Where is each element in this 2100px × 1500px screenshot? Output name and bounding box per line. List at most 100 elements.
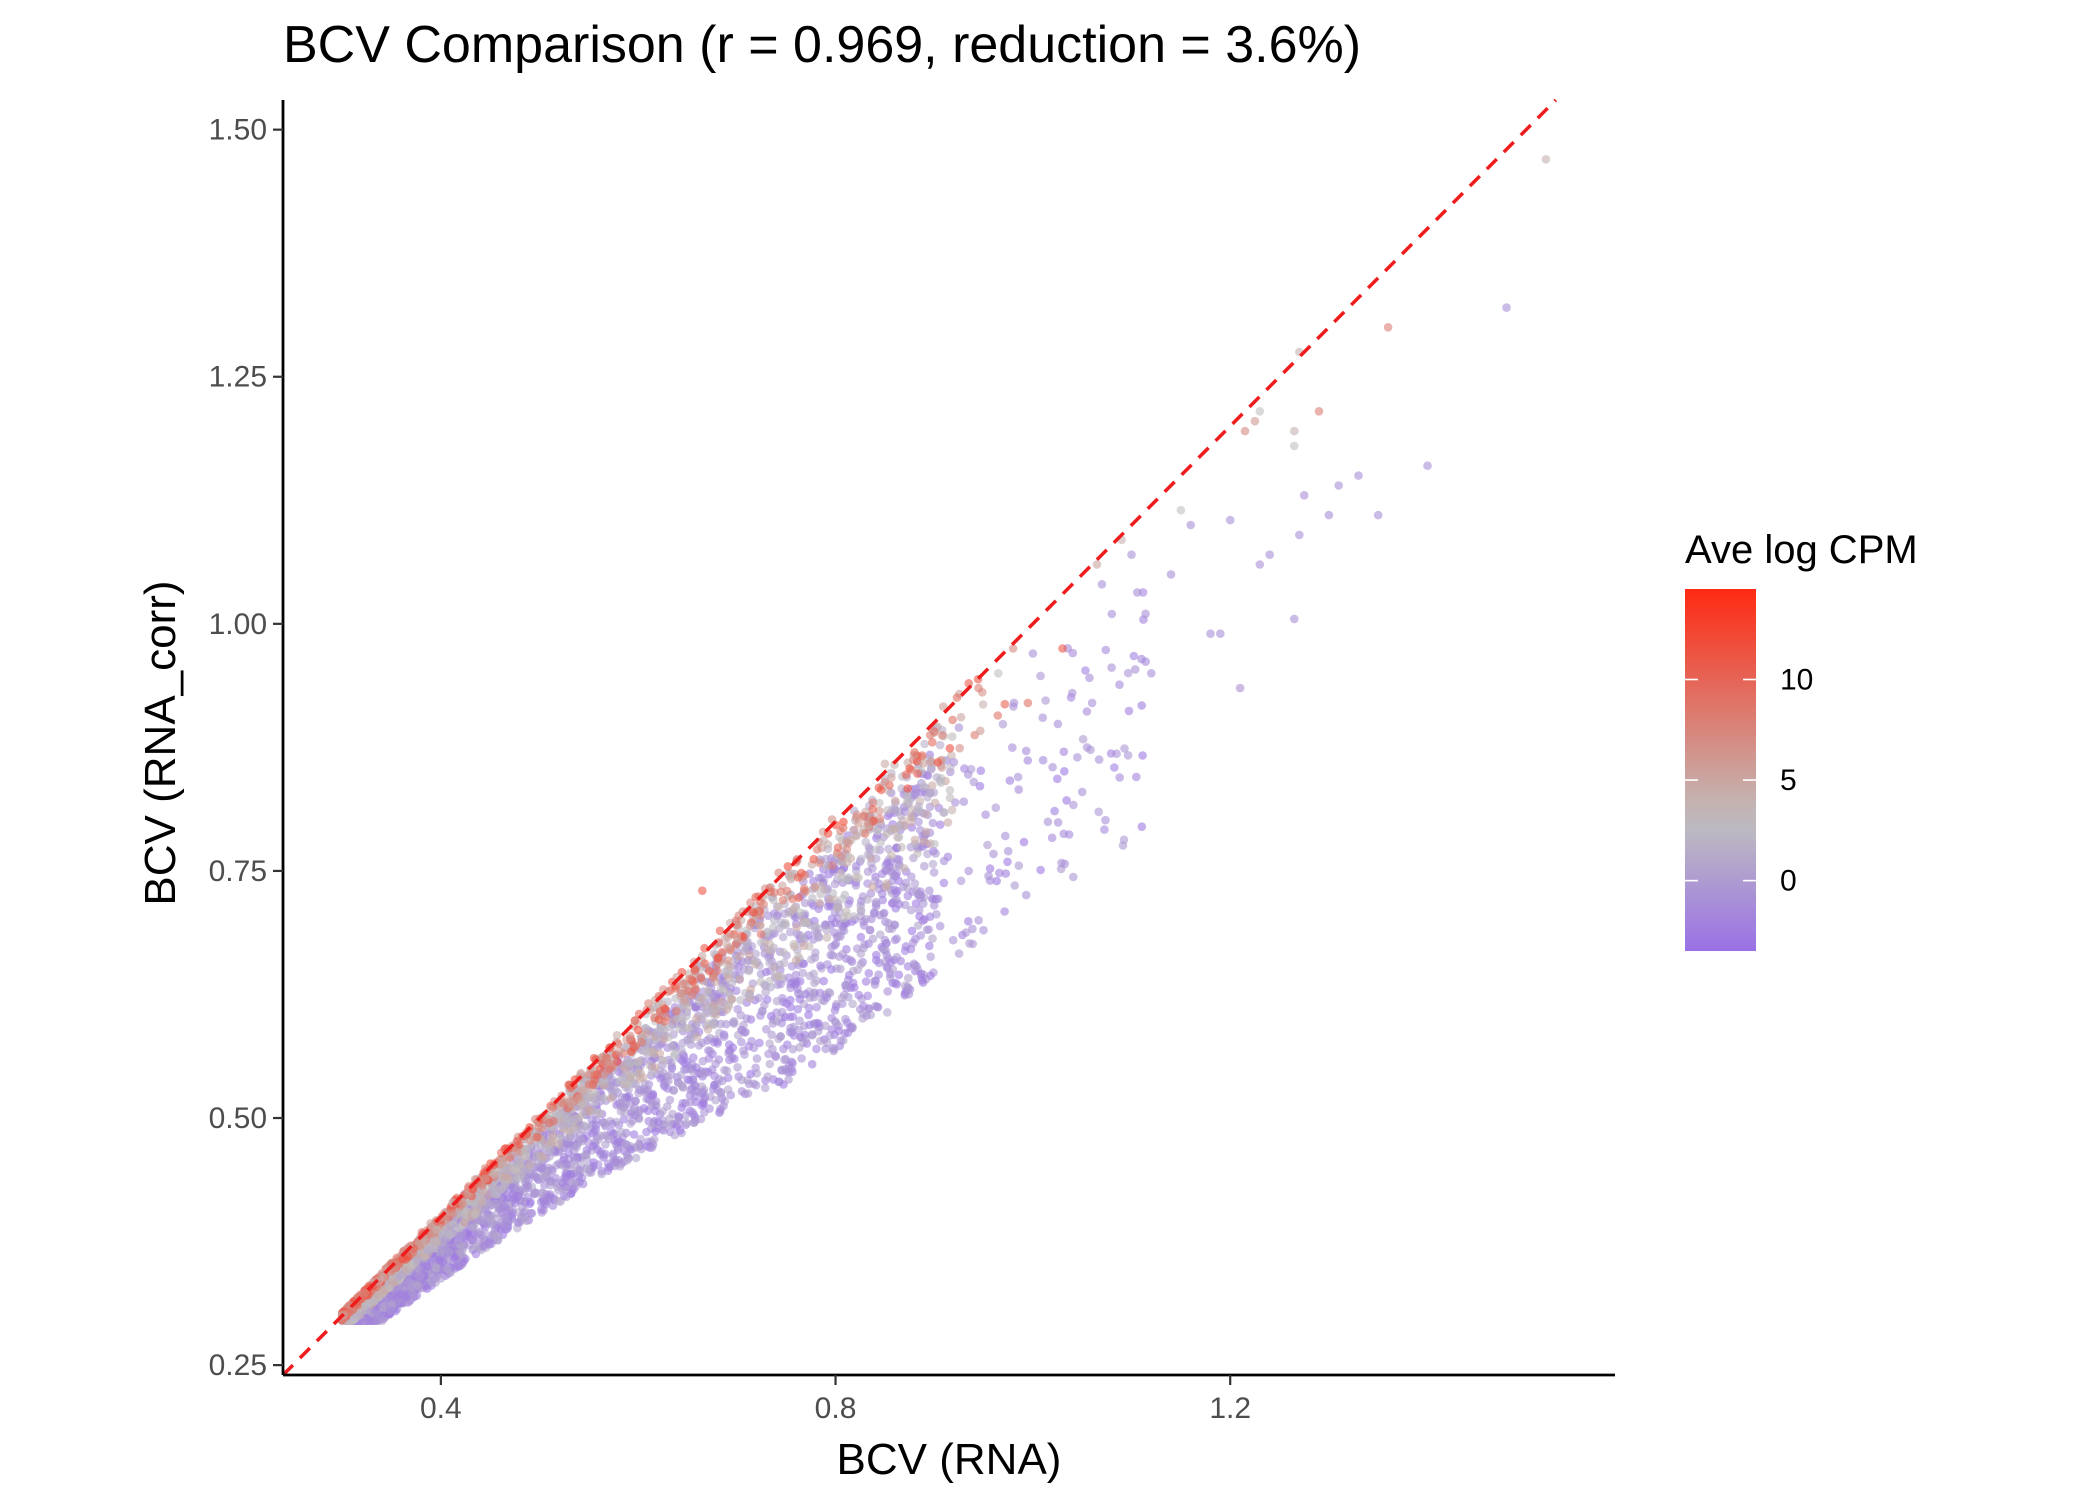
data-point — [1290, 441, 1299, 451]
data-point — [1131, 665, 1140, 674]
data-point — [733, 1063, 742, 1072]
data-point — [719, 1032, 729, 1041]
data-point — [1058, 644, 1067, 653]
data-point — [1053, 774, 1062, 784]
data-point — [730, 1019, 739, 1028]
data-point — [855, 1005, 865, 1014]
data-point — [621, 1098, 631, 1108]
data-point — [659, 1035, 669, 1044]
data-point — [746, 1069, 755, 1079]
data-point — [723, 956, 733, 965]
data-point — [943, 818, 953, 827]
data-point — [906, 812, 915, 821]
data-point — [696, 973, 706, 983]
data-point — [1373, 510, 1383, 520]
y-tick-label: 0.50 — [209, 1102, 267, 1135]
data-point — [674, 1024, 684, 1034]
data-point — [684, 1023, 694, 1033]
data-point — [851, 861, 861, 871]
data-point — [776, 1032, 785, 1041]
data-point — [811, 948, 820, 957]
data-point — [629, 1130, 639, 1139]
data-point — [468, 1235, 477, 1245]
data-point — [887, 851, 896, 860]
data-point — [526, 1209, 536, 1218]
data-point — [880, 777, 890, 787]
data-point — [576, 1068, 586, 1078]
x-axis-ticks: 0.4 0.8 1.2 — [420, 1375, 1251, 1425]
data-point — [829, 928, 839, 937]
data-point — [631, 1096, 640, 1106]
y-axis-title: BCV (RNA_corr) — [136, 580, 185, 905]
data-point — [1176, 505, 1186, 515]
x-tick-label: 1.2 — [1209, 1392, 1251, 1425]
data-point — [747, 1036, 756, 1046]
data-point — [1133, 588, 1142, 597]
data-point — [1100, 825, 1109, 834]
data-point — [767, 1030, 776, 1039]
data-point — [883, 987, 892, 996]
data-point — [707, 1065, 717, 1074]
data-point — [794, 893, 803, 902]
data-point — [998, 719, 1008, 729]
data-point — [488, 1182, 497, 1191]
data-point — [994, 669, 1003, 678]
data-point — [519, 1208, 528, 1217]
data-point — [680, 1058, 689, 1068]
data-point — [928, 738, 937, 747]
data-point — [964, 917, 973, 926]
data-point — [523, 1193, 533, 1202]
data-point — [423, 1262, 432, 1271]
data-point — [859, 811, 869, 821]
data-point — [1115, 773, 1124, 782]
data-point — [533, 1132, 542, 1141]
data-point — [925, 886, 934, 895]
data-point — [886, 867, 895, 876]
data-point — [939, 856, 949, 866]
data-point — [1107, 609, 1117, 619]
data-point — [863, 895, 872, 904]
data-point — [861, 977, 871, 986]
data-point — [650, 1135, 659, 1144]
color-bar-tick-label: 5 — [1780, 764, 1797, 797]
data-point — [830, 1006, 840, 1015]
data-point — [604, 1163, 613, 1172]
data-point — [761, 967, 771, 977]
data-point — [793, 1004, 803, 1014]
data-point — [679, 996, 689, 1005]
data-point — [713, 954, 723, 963]
data-point — [1118, 841, 1128, 850]
data-point — [371, 1316, 380, 1325]
data-point — [992, 876, 1001, 886]
data-point — [1082, 707, 1092, 716]
data-point — [554, 1159, 564, 1168]
data-point — [502, 1212, 511, 1222]
data-point — [816, 889, 825, 899]
data-point — [435, 1255, 444, 1264]
data-point — [1062, 796, 1071, 805]
data-point — [755, 921, 765, 930]
data-point — [499, 1172, 508, 1181]
data-point — [966, 764, 976, 774]
data-point — [1041, 696, 1050, 705]
data-point — [807, 1059, 817, 1069]
data-point — [960, 764, 969, 773]
data-point — [890, 935, 900, 945]
data-point — [916, 931, 925, 940]
data-point — [755, 1038, 764, 1048]
data-point — [890, 896, 899, 905]
data-point — [891, 978, 900, 988]
data-point — [826, 901, 835, 911]
data-point — [910, 835, 920, 845]
data-point — [854, 873, 863, 882]
data-point — [872, 1002, 882, 1011]
data-point — [955, 743, 964, 753]
data-point — [948, 935, 958, 945]
data-point — [1123, 751, 1133, 760]
data-point — [805, 942, 814, 951]
data-point — [1299, 491, 1309, 500]
data-point — [579, 1121, 589, 1130]
data-point — [911, 790, 920, 799]
data-point — [925, 941, 934, 951]
data-point — [978, 700, 988, 709]
